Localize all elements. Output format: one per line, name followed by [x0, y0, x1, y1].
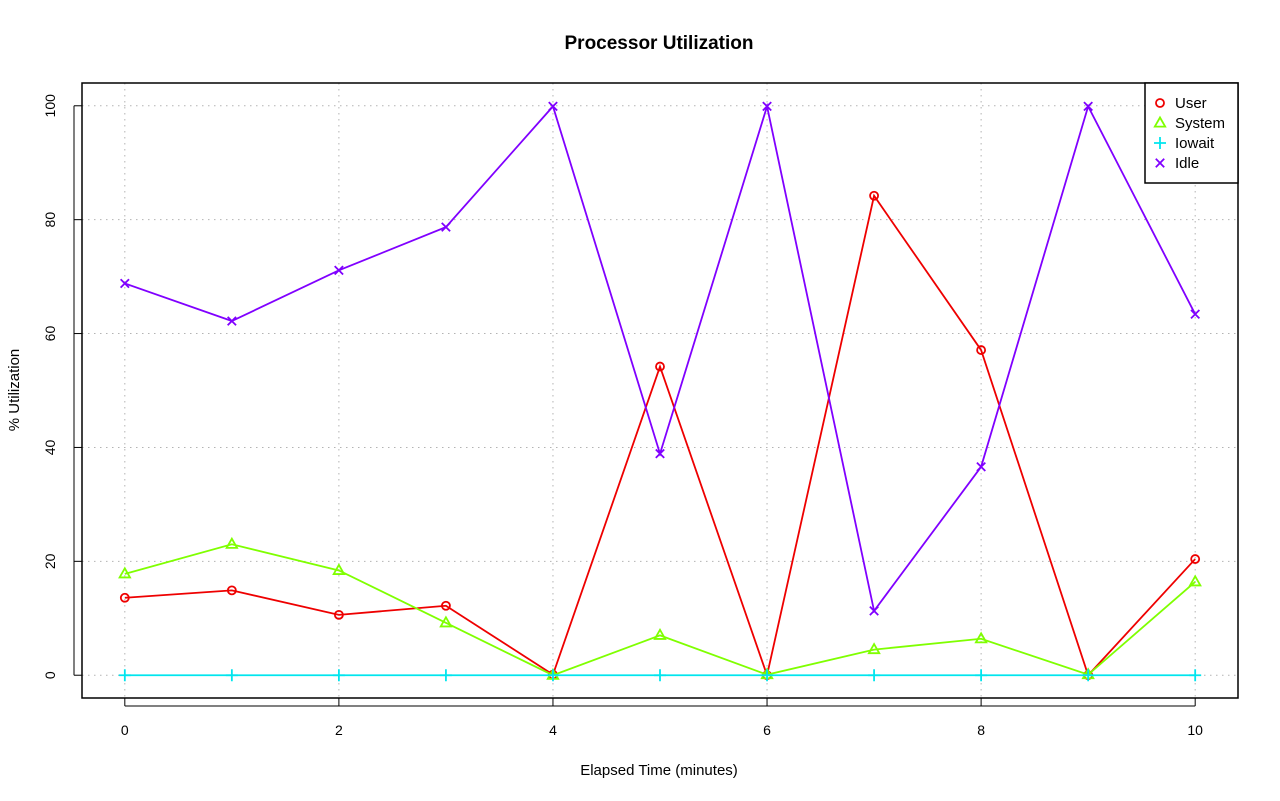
data-point-user: [333, 609, 344, 620]
x-axis-label: Elapsed Time (minutes): [580, 762, 738, 779]
x-tick-label: 10: [1187, 722, 1203, 738]
data-point-iowait: [975, 669, 988, 682]
data-point-idle: [441, 222, 451, 232]
series-layer: [118, 101, 1202, 682]
legend-item-idle: Idle: [1155, 155, 1199, 172]
data-point-iowait: [868, 669, 881, 682]
series-line-system: [124, 543, 1196, 677]
y-tick-label: 80: [42, 212, 58, 228]
x-axis: 0 2 4 6 8 10: [121, 698, 1203, 738]
data-point-idle: [976, 461, 986, 472]
data-point-system: [1188, 574, 1202, 587]
data-point-iowait: [439, 669, 452, 682]
data-point-user: [441, 600, 451, 611]
legend-label-idle: Idle: [1175, 155, 1199, 172]
data-point-user: [976, 345, 987, 355]
data-point-user: [119, 592, 130, 603]
legend-item-user: User: [1155, 95, 1207, 112]
data-point-idle: [655, 448, 665, 459]
series-user: [119, 190, 1201, 681]
series-iowait: [118, 669, 1202, 682]
data-point-idle: [762, 101, 772, 112]
legend-marker-system: [1153, 115, 1167, 128]
legend: User System Iowait Idle: [1144, 82, 1239, 184]
data-point-system: [118, 566, 132, 579]
chart-title: Processor Utilization: [565, 33, 754, 54]
data-point-user: [869, 190, 879, 201]
data-point-user: [1190, 554, 1201, 564]
data-point-iowait: [118, 669, 131, 682]
data-point-idle: [869, 606, 879, 616]
data-point-idle: [334, 265, 344, 276]
legend-item-system: System: [1153, 115, 1225, 132]
plot-frame: [81, 82, 1239, 699]
data-point-idle: [119, 278, 130, 289]
data-point-iowait: [761, 669, 774, 682]
data-point-system: [974, 631, 988, 644]
data-point-system: [332, 563, 346, 575]
y-tick-label: 40: [42, 439, 58, 455]
data-point-idle: [227, 316, 237, 326]
data-point-idle: [548, 101, 558, 112]
data-point-iowait: [225, 669, 238, 682]
legend-marker-idle: [1155, 158, 1165, 168]
x-tick-label: 2: [335, 722, 343, 738]
series-line-user: [124, 193, 1196, 679]
data-point-system: [439, 615, 453, 628]
x-tick-label: 4: [549, 722, 557, 738]
series-line-idle: [124, 102, 1196, 614]
y-axis: 0 20 40 60 80 100: [42, 94, 82, 679]
legend-item-iowait: Iowait: [1154, 135, 1215, 152]
data-point-system: [653, 628, 667, 640]
series-idle: [119, 101, 1201, 616]
y-tick-label: 60: [42, 326, 58, 342]
data-point-iowait: [1082, 669, 1095, 682]
series-system: [118, 536, 1202, 680]
legend-marker-iowait: [1154, 137, 1166, 149]
data-point-idle: [1190, 309, 1201, 320]
x-tick-label: 8: [977, 722, 985, 738]
y-axis-label: % Utilization: [6, 349, 23, 432]
data-point-system: [225, 536, 239, 549]
x-tick-label: 6: [763, 722, 771, 738]
data-point-user: [655, 361, 665, 372]
data-point-iowait: [654, 669, 666, 682]
x-tick-label: 0: [121, 722, 129, 738]
y-tick-label: 100: [42, 94, 58, 118]
data-point-iowait: [546, 669, 559, 682]
legend-label-user: User: [1175, 95, 1207, 112]
legend-label-system: System: [1175, 115, 1225, 132]
data-point-idle: [1083, 101, 1093, 112]
y-tick-label: 20: [42, 553, 58, 569]
data-point-user: [226, 585, 237, 596]
data-point-iowait: [1189, 669, 1202, 682]
legend-label-iowait: Iowait: [1175, 135, 1215, 152]
y-tick-label: 0: [42, 671, 58, 679]
legend-marker-user: [1155, 98, 1165, 108]
data-point-system: [867, 642, 881, 655]
data-point-iowait: [332, 669, 345, 682]
